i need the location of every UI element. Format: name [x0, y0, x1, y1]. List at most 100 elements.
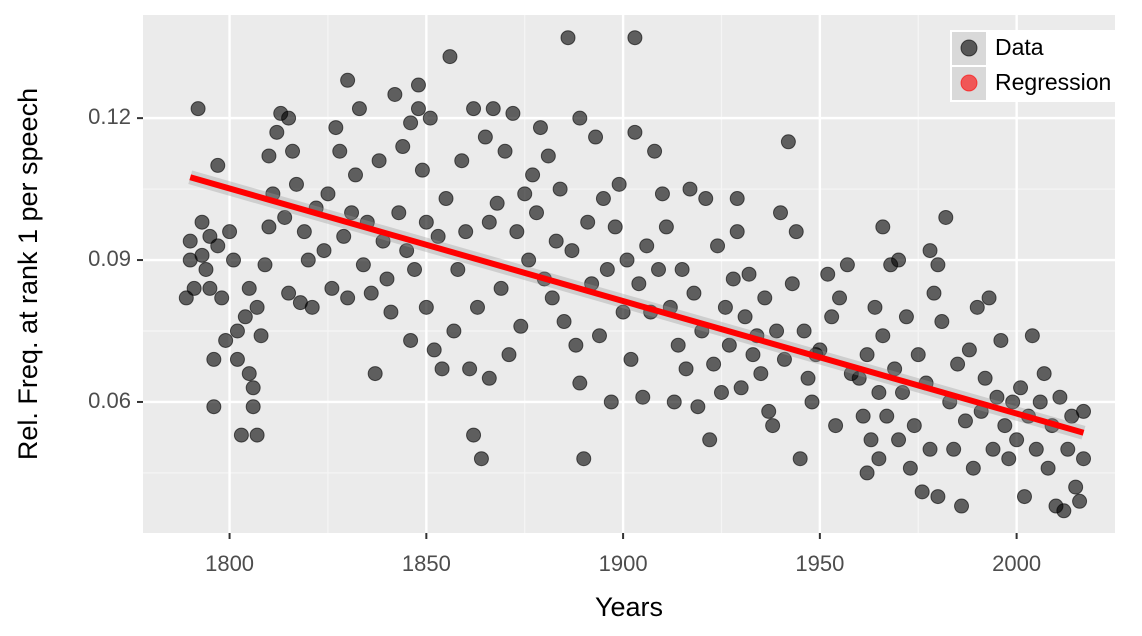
- data-point: [820, 266, 836, 282]
- data-point: [226, 252, 242, 268]
- data-point: [383, 304, 399, 320]
- data-point: [281, 285, 297, 301]
- data-point: [367, 366, 383, 382]
- data-point: [938, 209, 954, 225]
- data-point: [891, 432, 907, 448]
- data-point: [906, 418, 922, 434]
- data-point: [1076, 451, 1092, 467]
- data-point: [261, 148, 277, 164]
- data-point: [769, 323, 785, 339]
- data-point: [745, 347, 761, 363]
- data-point: [780, 134, 796, 150]
- data-point: [363, 285, 379, 301]
- data-point: [485, 101, 501, 117]
- data-point: [875, 219, 891, 235]
- data-point: [241, 280, 257, 296]
- data-point: [702, 432, 718, 448]
- data-point: [493, 280, 509, 296]
- data-point: [300, 252, 316, 268]
- data-point: [871, 451, 887, 467]
- data-point: [1013, 380, 1029, 396]
- data-point: [462, 361, 478, 377]
- data-point: [753, 366, 769, 382]
- data-point: [615, 304, 631, 320]
- data-point: [1072, 493, 1088, 509]
- data-point: [576, 451, 592, 467]
- data-point: [1052, 389, 1068, 405]
- data-point: [497, 143, 513, 159]
- data-point: [1028, 441, 1044, 457]
- data-point: [214, 290, 230, 306]
- data-point: [603, 394, 619, 410]
- data-point: [418, 299, 434, 315]
- data-point: [977, 370, 993, 386]
- data-point: [458, 224, 474, 240]
- data-point: [548, 233, 564, 249]
- data-point: [572, 110, 588, 126]
- x-axis-title: Years: [595, 592, 663, 622]
- data-point: [757, 290, 773, 306]
- data-point: [898, 309, 914, 325]
- data-point: [509, 224, 525, 240]
- data-point: [403, 332, 419, 348]
- data-point: [237, 309, 253, 325]
- data-point: [218, 332, 234, 348]
- data-point: [410, 101, 426, 117]
- data-point: [580, 214, 596, 230]
- data-point: [253, 328, 269, 344]
- data-point: [741, 266, 757, 282]
- data-point: [186, 280, 202, 296]
- data-point: [1060, 441, 1076, 457]
- data-point: [686, 285, 702, 301]
- data-point: [281, 110, 297, 126]
- data-point: [792, 451, 808, 467]
- data-point: [572, 375, 588, 391]
- data-point: [410, 77, 426, 93]
- data-point: [198, 262, 214, 278]
- legend: Data Regression: [950, 30, 1127, 102]
- data-point: [713, 385, 729, 401]
- data-point: [934, 314, 950, 330]
- data-point: [505, 105, 521, 121]
- data-point: [623, 351, 639, 367]
- data-point: [678, 361, 694, 377]
- data-point: [552, 181, 568, 197]
- data-point: [210, 238, 226, 254]
- data-point: [525, 167, 541, 183]
- data-point: [824, 309, 840, 325]
- data-point: [513, 318, 529, 334]
- data-point: [379, 271, 395, 287]
- data-point: [859, 347, 875, 363]
- data-point: [902, 460, 918, 476]
- data-point: [426, 342, 442, 358]
- data-point: [591, 328, 607, 344]
- data-point: [946, 441, 962, 457]
- data-point: [1032, 394, 1048, 410]
- data-point: [981, 290, 997, 306]
- data-point: [839, 257, 855, 273]
- data-point: [658, 219, 674, 235]
- data-point: [985, 441, 1001, 457]
- data-point: [710, 238, 726, 254]
- data-point: [670, 337, 686, 353]
- data-point: [355, 257, 371, 273]
- data-point: [241, 366, 257, 382]
- data-point: [639, 238, 655, 254]
- data-point: [564, 243, 580, 259]
- data-point: [568, 337, 584, 353]
- data-point: [1005, 394, 1021, 410]
- data-point: [961, 342, 977, 358]
- data-point: [340, 290, 356, 306]
- data-point: [414, 162, 430, 178]
- data-point: [631, 276, 647, 292]
- data-point: [733, 380, 749, 396]
- data-point: [501, 347, 517, 363]
- data-point: [627, 30, 643, 46]
- data-point: [466, 101, 482, 117]
- axes: 1800 1850 1900 1950 2000 0.06 0.09 0.12: [88, 104, 1041, 576]
- legend-label: Data: [995, 34, 1044, 60]
- data-point: [560, 30, 576, 46]
- data-point: [446, 323, 462, 339]
- data-point: [1068, 479, 1084, 495]
- data-point: [194, 247, 210, 263]
